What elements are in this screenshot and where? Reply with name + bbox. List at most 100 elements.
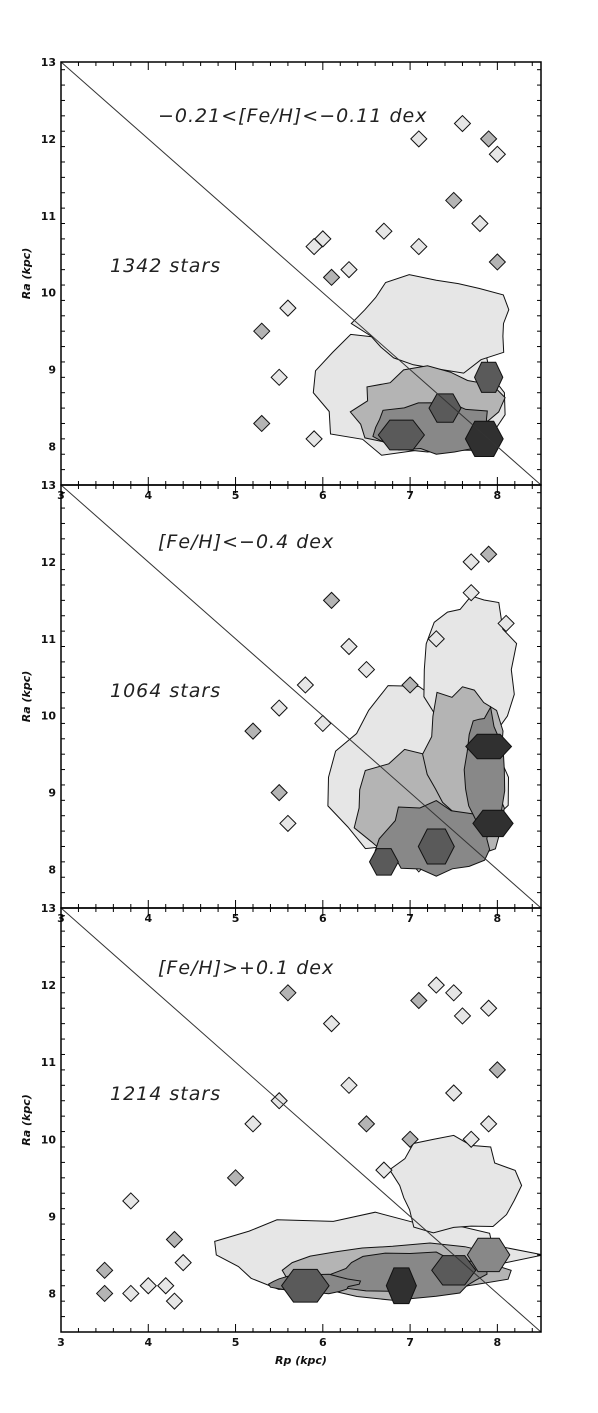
y-tick-label: 8 (48, 864, 56, 877)
y-tick-label: 9 (48, 1210, 56, 1223)
isolated-cell (479, 1115, 498, 1133)
isolated-cell (427, 976, 445, 994)
star-count-annotation: 1214 stars (110, 1083, 221, 1105)
isolated-cell (357, 1115, 376, 1133)
isolated-cell (453, 1007, 472, 1025)
density-contours (95, 976, 541, 1310)
axis-ticks (60, 485, 541, 909)
y-tick-label: 11 (41, 1056, 56, 1069)
contour-region-2 (388, 1134, 523, 1234)
isolated-cell (305, 430, 323, 448)
isolated-cell (244, 722, 262, 740)
isolated-cell (479, 999, 498, 1017)
isolated-cell (375, 1161, 393, 1179)
density-peak-3 (377, 419, 426, 451)
isolated-cell (314, 714, 332, 733)
isolated-cell (305, 237, 323, 256)
density-contours (253, 114, 510, 457)
isolated-cell (122, 1192, 140, 1210)
y-tick-label: 10 (41, 1133, 57, 1146)
y-axis-label: Ra (kpc) (20, 671, 33, 723)
metallicity-annotation: −0.21<[Fe/H]<−0.11 dex (158, 105, 427, 127)
density-peak-2 (465, 733, 513, 760)
density-peak-4 (417, 828, 455, 865)
isolated-cell (322, 1014, 341, 1033)
isolated-cell (471, 214, 489, 233)
diagonal-line (61, 62, 541, 485)
y-tick-label: 13 (41, 56, 56, 69)
y-tick-label: 10 (41, 287, 57, 300)
isolated-cell (410, 991, 428, 1010)
isolated-cell (462, 553, 480, 571)
isolated-cell (453, 114, 472, 133)
x-tick-label: 4 (144, 912, 152, 925)
diagonal-line (61, 908, 541, 1332)
density-peak-1 (472, 809, 514, 838)
isolated-cell (488, 1061, 507, 1079)
density-peak-1 (385, 1267, 417, 1305)
isolated-cell (139, 1277, 157, 1295)
density-peak-3 (368, 848, 399, 876)
x-tick-label: 7 (406, 489, 414, 502)
y-axis-label: Ra (kpc) (20, 248, 33, 300)
isolated-cell (410, 237, 428, 256)
isolated-cell (165, 1230, 184, 1249)
isolated-cell (296, 676, 315, 694)
isolated-cell (95, 1261, 114, 1280)
x-tick-label: 8 (494, 489, 502, 502)
density-contours (244, 545, 518, 877)
isolated-cell (340, 637, 358, 656)
y-tick-label: 9 (48, 364, 56, 377)
isolated-cell (401, 676, 419, 694)
isolated-cell (340, 260, 358, 279)
y-tick-label: 11 (41, 210, 56, 223)
axis-ticks (60, 62, 541, 486)
isolated-cell (279, 984, 297, 1002)
isolated-cell (322, 268, 341, 287)
y-tick-label: 12 (41, 556, 56, 569)
x-tick-label: 6 (319, 1336, 327, 1349)
isolated-cell (340, 1076, 358, 1095)
isolated-cell (244, 1115, 262, 1133)
isolated-cell (462, 1130, 480, 1148)
isolated-cell (157, 1277, 175, 1295)
density-peak-3 (280, 1268, 330, 1303)
star-count-annotation: 1342 stars (110, 255, 221, 277)
y-tick-label: 12 (41, 133, 56, 146)
contour-region-2 (350, 274, 510, 374)
isolated-cell (445, 1084, 463, 1102)
panel-3: 3 4 5 6 7 8 8 9 10 11 12 13 Ra (kpc) Rp (kpc) [Fe/H]>+… (20, 902, 542, 1367)
x-tick-label: 4 (144, 489, 152, 502)
isolated-cell (488, 253, 507, 271)
plot-frame (60, 907, 542, 1333)
isolated-cell (479, 545, 498, 563)
y-tick-label: 13 (41, 902, 56, 915)
isolated-cell (497, 614, 515, 633)
isolated-cell (270, 699, 288, 717)
isolated-cell (174, 1253, 192, 1272)
y-tick-label: 8 (48, 1287, 56, 1300)
x-tick-label: 5 (232, 489, 240, 502)
isolated-cell (165, 1292, 184, 1310)
axis-ticks (60, 908, 541, 1333)
metallicity-annotation: [Fe/H]>+0.1 dex (158, 957, 334, 979)
isolated-cell (427, 630, 445, 648)
isolated-cell (270, 368, 288, 387)
isolated-cell (401, 1130, 419, 1148)
isolated-cell (279, 814, 297, 833)
diagonal-line (61, 485, 541, 908)
y-tick-label: 13 (41, 479, 56, 492)
metallicity-annotation: [Fe/H]<−0.4 dex (158, 531, 334, 553)
y-tick-label: 12 (41, 979, 56, 992)
isolated-cell (253, 414, 271, 433)
density-peak-4 (466, 1237, 511, 1273)
x-tick-label: 5 (232, 912, 240, 925)
x-tick-label: 6 (319, 912, 327, 925)
x-tick-label: 8 (494, 912, 502, 925)
y-axis-label: Ra (kpc) (20, 1094, 33, 1146)
isolated-cell (322, 591, 341, 610)
isolated-cell (488, 145, 507, 163)
y-tick-label: 9 (48, 787, 56, 800)
